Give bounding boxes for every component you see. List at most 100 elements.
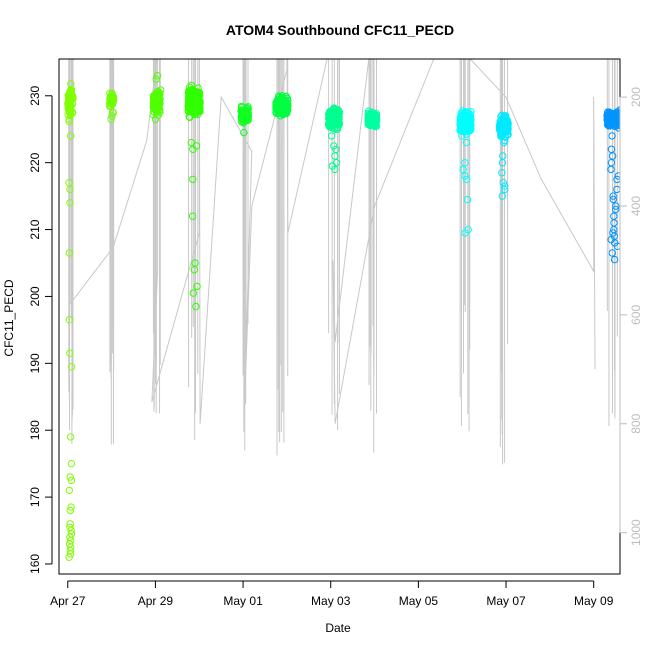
y-tick-label: 170 (28, 487, 42, 507)
data-point (67, 96, 75, 104)
data-point (463, 195, 472, 204)
data-point (616, 120, 620, 128)
data-point (66, 546, 75, 555)
data-point (65, 553, 73, 561)
data-point (276, 112, 285, 120)
data-point (66, 349, 74, 357)
y2-tick-label: 200 (629, 87, 643, 107)
data-point (190, 266, 199, 274)
data-point (331, 116, 339, 125)
data-point (67, 132, 75, 140)
data-point (461, 172, 469, 180)
data-point (67, 80, 75, 88)
data-point (277, 104, 285, 112)
data-point (244, 116, 252, 124)
data-point (372, 122, 381, 130)
data-point (66, 87, 75, 95)
data-point (187, 138, 196, 147)
data-point (65, 486, 74, 495)
y-axis: 160 170 180 190 200 210 220 230 (28, 85, 53, 574)
x-axis: Apr 27 Apr 29 May 01 May 03 May 05 May 07 May … (50, 580, 614, 608)
x-tick-label: May 07 (486, 594, 526, 608)
y2-tick-label: 400 (629, 196, 643, 216)
data-point (463, 175, 471, 184)
x-tick-label: May 01 (223, 594, 263, 608)
series-may-06 (456, 107, 475, 237)
data-point (66, 433, 75, 441)
data-point (66, 550, 75, 558)
data-point (194, 89, 202, 97)
data-point (464, 112, 473, 120)
data-point (617, 116, 620, 124)
data-point (65, 316, 74, 324)
data-point (610, 212, 618, 220)
data-point (607, 165, 615, 174)
data-point (612, 205, 620, 214)
series-apr-27 (64, 80, 77, 561)
data-point (331, 165, 339, 174)
data-point (188, 212, 197, 220)
series-may-07 (495, 111, 512, 200)
series-may-01 (237, 102, 253, 137)
data-point (462, 138, 471, 147)
data-point (502, 115, 510, 123)
data-point (151, 115, 160, 123)
data-point (187, 100, 196, 108)
data-point (66, 185, 74, 194)
data-point (608, 117, 616, 125)
data-point (459, 107, 467, 115)
series-apr-30 (184, 81, 204, 311)
data-point (498, 169, 506, 177)
data-point (109, 108, 118, 117)
data-point (501, 185, 509, 194)
altitude-path (69, 59, 596, 424)
data-point (192, 302, 200, 311)
data-point (457, 123, 466, 132)
data-point (194, 106, 202, 114)
data-point (498, 192, 506, 200)
data-point (274, 104, 282, 112)
y-tick-label: 230 (28, 85, 42, 105)
data-point (613, 175, 620, 184)
data-point (498, 129, 506, 138)
x-tick-label: May 03 (311, 594, 351, 608)
altitude-trace (68, 59, 618, 465)
data-point (152, 75, 161, 83)
x-tick-label: May 05 (399, 594, 439, 608)
data-point (188, 96, 197, 105)
x-tick-label: Apr 27 (50, 594, 86, 608)
data-point (607, 120, 616, 129)
data-point (108, 112, 116, 120)
data-point (67, 526, 75, 535)
data-point (609, 152, 617, 160)
data-point (609, 195, 617, 204)
data-point (608, 132, 616, 140)
data-point (185, 88, 193, 97)
y2-tick-label: 1000 (629, 519, 643, 546)
data-point (614, 172, 620, 180)
data-point (502, 122, 511, 130)
data-point (327, 107, 335, 116)
data-point (189, 145, 197, 154)
data-point (66, 108, 74, 116)
data-point (327, 132, 336, 140)
x-tick-label: Apr 29 (138, 594, 174, 608)
data-point (153, 72, 162, 80)
series-may-02 (272, 92, 292, 120)
y-tick-label: 160 (28, 554, 42, 574)
data-point (335, 120, 343, 128)
chart-title: ATOM4 Southbound CFC11_PECD (226, 22, 454, 38)
data-point (331, 152, 339, 160)
data-point (65, 249, 74, 257)
data-point (193, 282, 201, 291)
data-point (155, 103, 163, 112)
series-apr-29 (149, 72, 165, 123)
data-point (66, 199, 74, 207)
data-point (462, 125, 471, 133)
data-point (240, 128, 248, 137)
data-point (67, 363, 76, 371)
y-tick-label: 190 (28, 353, 42, 373)
series-may-03 (324, 104, 344, 174)
data-point (609, 229, 617, 237)
data-point (371, 111, 379, 120)
